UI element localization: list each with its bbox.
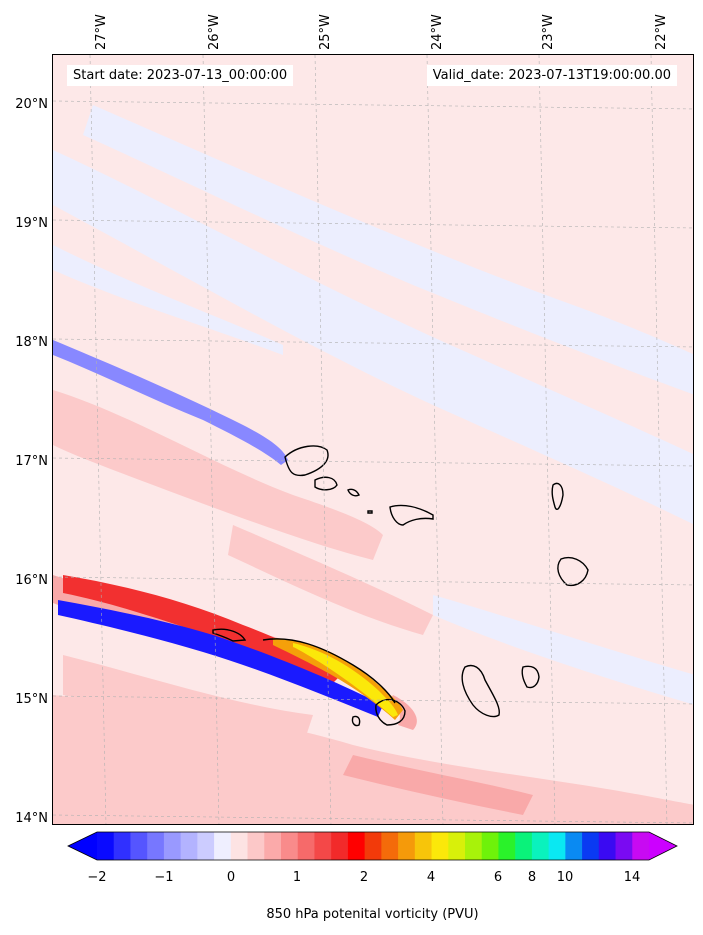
colorbar <box>67 831 678 861</box>
colorbar-segment <box>364 832 382 860</box>
cb-tick-neg2: −2 <box>87 870 107 885</box>
colorbar-segment <box>448 832 466 860</box>
colorbar-segment <box>163 832 182 860</box>
lat-gridline <box>53 100 693 110</box>
colorbar-segment <box>197 832 215 860</box>
lat-gridline <box>53 338 693 348</box>
cb-tick-14: 14 <box>623 870 641 885</box>
map-panel: Start date: 2023-07-13_00:00:00 Valid_da… <box>52 54 694 825</box>
islet <box>367 510 373 514</box>
upper-negative-streak <box>53 340 288 465</box>
colorbar-segment <box>398 832 416 860</box>
cb-tick-neg1: −1 <box>154 870 174 885</box>
pv-core-yellow <box>293 643 398 717</box>
colorbar-segment <box>314 832 332 860</box>
island-boa-vista <box>557 556 589 587</box>
contour-line <box>262 638 396 704</box>
lat-label-16n: 16°N <box>15 573 48 588</box>
colorbar-segment <box>381 832 399 860</box>
cb-tick-2: 2 <box>359 870 369 885</box>
colorbar-segment <box>214 832 232 860</box>
cb-tick-1: 1 <box>292 870 302 885</box>
lon-gridline <box>314 55 332 824</box>
map-gridlines <box>53 55 693 824</box>
colorbar-segment <box>147 832 165 860</box>
colorbar-extend-max <box>649 832 677 860</box>
lat-gridline <box>53 814 693 824</box>
island-santa-luzia <box>347 488 360 497</box>
colorbar-segment <box>548 832 566 860</box>
cb-tick-6: 6 <box>493 870 503 885</box>
negative-pv-bands <box>53 105 693 705</box>
strong-pv-band <box>63 575 343 683</box>
colorbar-segment <box>632 832 650 860</box>
colorbar-segment <box>113 832 131 860</box>
colorbar-segment <box>230 832 249 860</box>
positive-pv-patches <box>53 390 693 824</box>
lat-label-20n: 20°N <box>15 97 48 112</box>
lat-label-19n: 19°N <box>15 216 48 231</box>
lat-label-15n: 15°N <box>15 692 48 707</box>
island-santiago <box>461 664 500 718</box>
cb-tick-0: 0 <box>226 870 236 885</box>
lat-label-14n: 14°N <box>15 811 48 826</box>
colorbar-segment <box>180 832 198 860</box>
colorbar-extend-min <box>68 832 97 860</box>
lat-gridline <box>53 576 693 586</box>
start-date-label: Start date: 2023-07-13_00:00:00 <box>67 65 294 86</box>
colorbar-segment <box>130 832 148 860</box>
contour-segment <box>212 628 247 642</box>
lon-gridline <box>426 55 444 824</box>
colorbar-segment <box>331 832 349 860</box>
lat-label-18n: 18°N <box>15 335 48 350</box>
colorbar-segment <box>498 832 516 860</box>
colorbar-segment <box>264 832 282 860</box>
colorbar-segment <box>297 832 315 860</box>
colorbar-segment <box>598 832 617 860</box>
colorbar-outline <box>67 831 678 861</box>
island-sao-nicolau <box>389 504 434 526</box>
colorbar-segment <box>565 832 583 860</box>
lon-gridline <box>538 55 556 824</box>
negative-pv-streak <box>58 600 383 717</box>
coastlines <box>212 445 589 727</box>
colorbar-segment <box>465 832 483 860</box>
colorbar-segment <box>97 832 115 860</box>
colorbar-segment <box>347 832 366 860</box>
cb-tick-10: 10 <box>556 870 574 885</box>
colorbar-segment <box>531 832 550 860</box>
pv-core-orange <box>273 638 403 720</box>
valid-date-label: Valid_date: 2023-07-13T19:00:00.00 <box>426 65 677 86</box>
lon-gridline <box>202 55 220 824</box>
colorbar-segment <box>615 832 633 860</box>
colorbar-segment <box>481 832 499 860</box>
colorbar-segment <box>582 832 600 860</box>
island-sao-vicente <box>314 476 338 491</box>
colorbar-segment <box>431 832 449 860</box>
colorbar-title: 850 hPa potenital vorticity (PVU) <box>266 907 479 922</box>
island-sal <box>551 482 564 511</box>
lon-gridline <box>650 55 668 824</box>
lat-gridline <box>53 457 693 467</box>
cb-tick-4: 4 <box>426 870 436 885</box>
island-maio <box>521 665 540 689</box>
island-santo-antao <box>284 445 329 477</box>
colorbar-segment <box>515 832 533 860</box>
island-brava <box>351 715 361 727</box>
lat-label-17n: 17°N <box>15 454 48 469</box>
lon-gridline <box>89 55 107 824</box>
lat-gridline <box>53 695 693 705</box>
cb-tick-8: 8 <box>527 870 537 885</box>
colorbar-segment <box>281 832 299 860</box>
lat-gridline <box>53 219 693 229</box>
colorbar-segment <box>247 832 265 860</box>
colorbar-segment <box>414 832 433 860</box>
pv-field-map <box>53 55 693 824</box>
